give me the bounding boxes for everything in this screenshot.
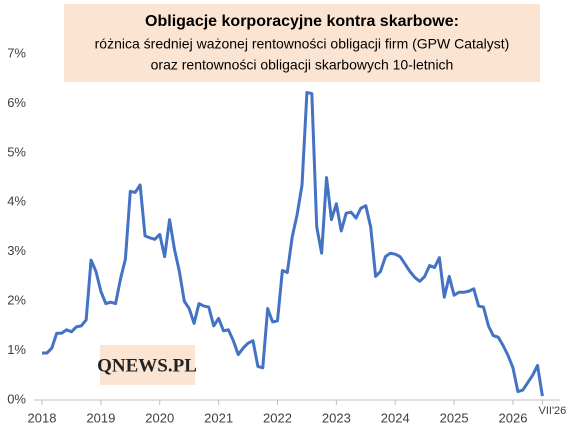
line-series (42, 91, 544, 397)
x-tick-label: 2018 (28, 410, 57, 425)
logo: QNEWS.PL (97, 355, 197, 376)
x-tick-label: 2020 (145, 410, 174, 425)
y-tick-label: 6% (7, 95, 26, 110)
x-tick-label: 2025 (440, 410, 469, 425)
y-tick-label: 7% (7, 45, 26, 60)
y-tick-label: 4% (7, 194, 26, 209)
x-tick-label: 2026 (499, 410, 528, 425)
x-tick-label: 2019 (86, 410, 115, 425)
logo-box (100, 345, 195, 385)
chart-title: Obligacje korporacyjne kontra skarbowe: (145, 13, 459, 30)
title-box (64, 4, 540, 82)
x-tick-label: 2023 (322, 410, 351, 425)
x-tick-label: 2022 (263, 410, 292, 425)
x-tick-label: VII'26 (539, 405, 567, 417)
y-tick-label: 1% (7, 342, 26, 357)
y-tick-label: 2% (7, 293, 26, 308)
x-tick-label: 2021 (204, 410, 233, 425)
chart-subtitle: różnica średniej ważonej rentowności obl… (95, 36, 510, 52)
y-tick-label: 5% (7, 144, 26, 159)
y-tick-label: 0% (7, 391, 26, 406)
chart-subtitle: oraz rentowności obligacji skarbowych 10… (151, 57, 454, 73)
x-tick-label: 2024 (381, 410, 410, 425)
y-tick-label: 3% (7, 243, 26, 258)
